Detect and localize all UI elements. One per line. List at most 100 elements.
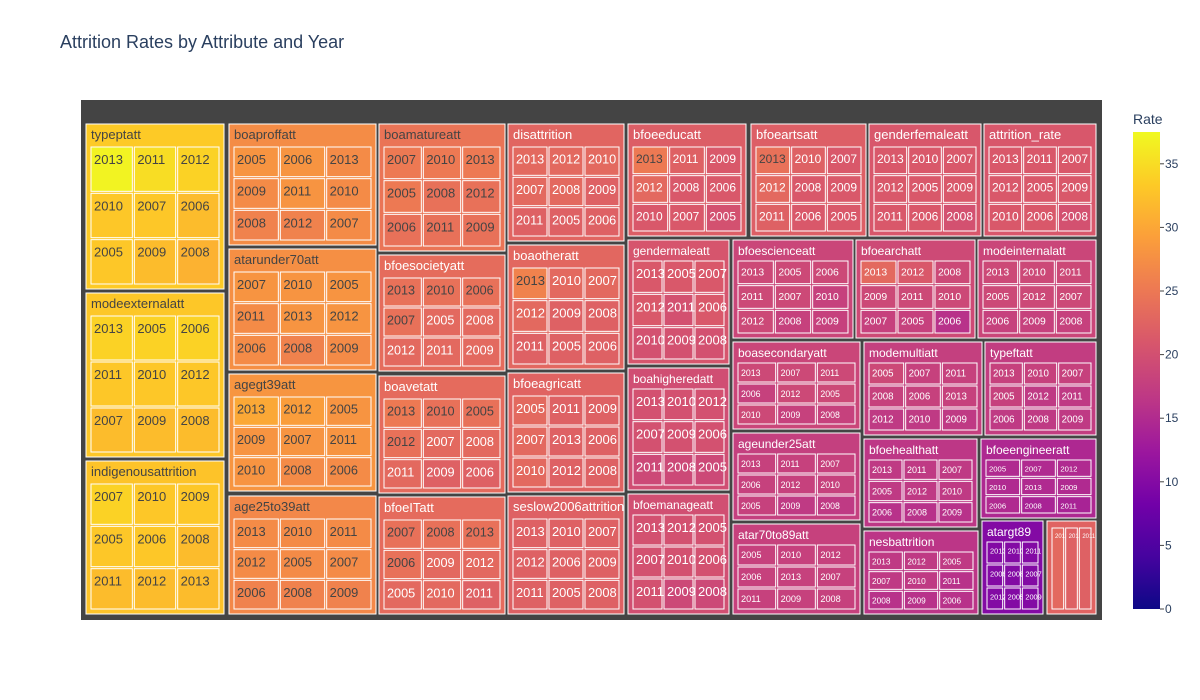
year-tile[interactable] — [233, 178, 279, 209]
treemap-group-bfoehealthatt[interactable]: bfoehealthatt 2013 2011 2007 2005 2012 2010 200… — [863, 438, 978, 528]
year-tile[interactable] — [755, 146, 791, 175]
year-tile[interactable] — [988, 203, 1023, 232]
year-tile[interactable] — [548, 207, 584, 237]
year-tile[interactable] — [663, 388, 694, 421]
year-tile[interactable] — [737, 404, 777, 425]
year-tile[interactable] — [897, 285, 934, 309]
year-tile[interactable] — [985, 459, 1021, 477]
treemap-group-bfoeengineeratt[interactable]: bfoeengineeratt 2005 2007 2012 2010 2013 2009 2… — [980, 438, 1097, 519]
year-tile[interactable] — [462, 549, 501, 580]
year-tile[interactable] — [279, 549, 326, 579]
year-tile[interactable] — [1055, 285, 1092, 309]
year-tile[interactable] — [694, 578, 725, 610]
year-tile[interactable] — [903, 590, 939, 610]
year-tile[interactable] — [548, 146, 584, 176]
year-tile[interactable] — [694, 453, 725, 486]
year-tile[interactable] — [383, 519, 422, 549]
year-tile[interactable] — [584, 207, 620, 237]
year-tile[interactable] — [548, 300, 584, 332]
year-tile[interactable] — [279, 518, 326, 549]
year-tile[interactable] — [584, 300, 620, 332]
year-tile[interactable] — [177, 568, 220, 610]
year-tile[interactable] — [1058, 362, 1092, 385]
treemap-group-bfoeagricatt[interactable]: bfoeagricatt 2005 2011 2009 2007 2013 2006 2010… — [507, 372, 625, 493]
year-tile[interactable] — [941, 362, 978, 385]
year-tile[interactable] — [1021, 496, 1056, 514]
year-tile[interactable] — [383, 180, 422, 213]
year-tile[interactable] — [90, 407, 133, 453]
year-tile[interactable] — [903, 459, 938, 480]
year-tile[interactable] — [694, 421, 725, 453]
year-tile[interactable] — [986, 541, 1004, 564]
year-tile[interactable] — [548, 332, 584, 365]
year-tile[interactable] — [326, 178, 372, 209]
year-tile[interactable] — [705, 175, 742, 203]
year-tile[interactable] — [462, 580, 501, 610]
year-tile[interactable] — [632, 175, 669, 203]
year-tile[interactable] — [422, 213, 462, 247]
year-tile[interactable] — [462, 337, 501, 367]
year-tile[interactable] — [422, 428, 462, 459]
year-tile[interactable] — [584, 426, 620, 457]
year-tile[interactable] — [908, 175, 942, 203]
year-tile[interactable] — [279, 334, 326, 366]
year-tile[interactable] — [512, 426, 548, 457]
year-tile[interactable] — [462, 180, 501, 213]
year-tile[interactable] — [279, 271, 326, 303]
year-tile[interactable] — [868, 362, 905, 385]
year-tile[interactable] — [694, 546, 725, 578]
year-tile[interactable] — [1023, 146, 1057, 175]
year-tile[interactable] — [548, 549, 584, 579]
year-tile[interactable] — [584, 549, 620, 579]
year-tile[interactable] — [326, 334, 372, 366]
year-tile[interactable] — [383, 337, 422, 367]
year-tile[interactable] — [1057, 175, 1092, 203]
year-tile[interactable] — [755, 203, 791, 232]
year-tile[interactable] — [868, 551, 903, 571]
year-tile[interactable] — [791, 146, 826, 175]
year-tile[interactable] — [233, 396, 279, 426]
year-tile[interactable] — [462, 519, 501, 549]
year-tile[interactable] — [584, 176, 620, 207]
treemap-group-bfoemanageatt[interactable]: bfoemanageatt 2013 2012 2005 2007 2010 2006 201… — [627, 493, 730, 615]
year-tile[interactable] — [938, 459, 973, 480]
year-tile[interactable] — [737, 588, 777, 610]
year-tile[interactable] — [548, 176, 584, 207]
year-tile[interactable] — [1023, 203, 1057, 232]
year-tile[interactable] — [462, 277, 501, 307]
treemap-group-indigenousattrition[interactable]: indigenousattrition 2007 2010 2009 2005 2006 2… — [85, 460, 225, 615]
year-tile[interactable] — [941, 408, 978, 431]
year-tile[interactable] — [133, 361, 177, 407]
treemap-group-disattrition[interactable]: disattrition 2013 2012 2010 2007 2008 2009 2011… — [507, 123, 625, 242]
year-tile[interactable] — [737, 474, 777, 495]
year-tile[interactable] — [938, 502, 973, 523]
year-tile[interactable] — [1023, 385, 1058, 408]
year-tile[interactable] — [903, 480, 938, 502]
year-tile[interactable] — [512, 300, 548, 332]
year-tile[interactable] — [705, 146, 742, 175]
year-tile[interactable] — [939, 590, 974, 610]
year-tile[interactable] — [1056, 477, 1092, 496]
year-tile[interactable] — [791, 203, 826, 232]
treemap-group-typeptatt[interactable]: typeptatt 2013 2011 2012 2010 2007 2006 2005 200… — [85, 123, 225, 290]
year-tile[interactable] — [938, 480, 973, 502]
year-tile[interactable] — [632, 546, 663, 578]
year-tile[interactable] — [694, 293, 725, 327]
year-tile[interactable] — [233, 518, 279, 549]
year-tile[interactable] — [737, 309, 774, 334]
year-tile[interactable] — [233, 549, 279, 579]
year-tile[interactable] — [512, 549, 548, 579]
year-tile[interactable] — [816, 474, 856, 495]
treemap-group-attrition_rate[interactable]: attrition_rate 2013 2011 2007 2012 2005 2009 20… — [983, 123, 1097, 237]
year-tile[interactable] — [422, 146, 462, 180]
year-tile[interactable] — [383, 307, 422, 337]
year-tile[interactable] — [1055, 260, 1092, 285]
treemap-group-bfoeITatt[interactable]: bfoeITatt 2007 2008 2013 2006 2009 2012 2005 201… — [378, 496, 506, 615]
year-tile[interactable] — [422, 398, 462, 428]
year-tile[interactable] — [548, 395, 584, 426]
treemap-group-modeinternalatt[interactable]: modeinternalatt 2013 2010 2011 2005 2012 2007 2… — [977, 239, 1097, 339]
year-tile[interactable] — [326, 396, 372, 426]
year-tile[interactable] — [462, 146, 501, 180]
year-tile[interactable] — [632, 327, 663, 360]
year-tile[interactable] — [383, 549, 422, 580]
